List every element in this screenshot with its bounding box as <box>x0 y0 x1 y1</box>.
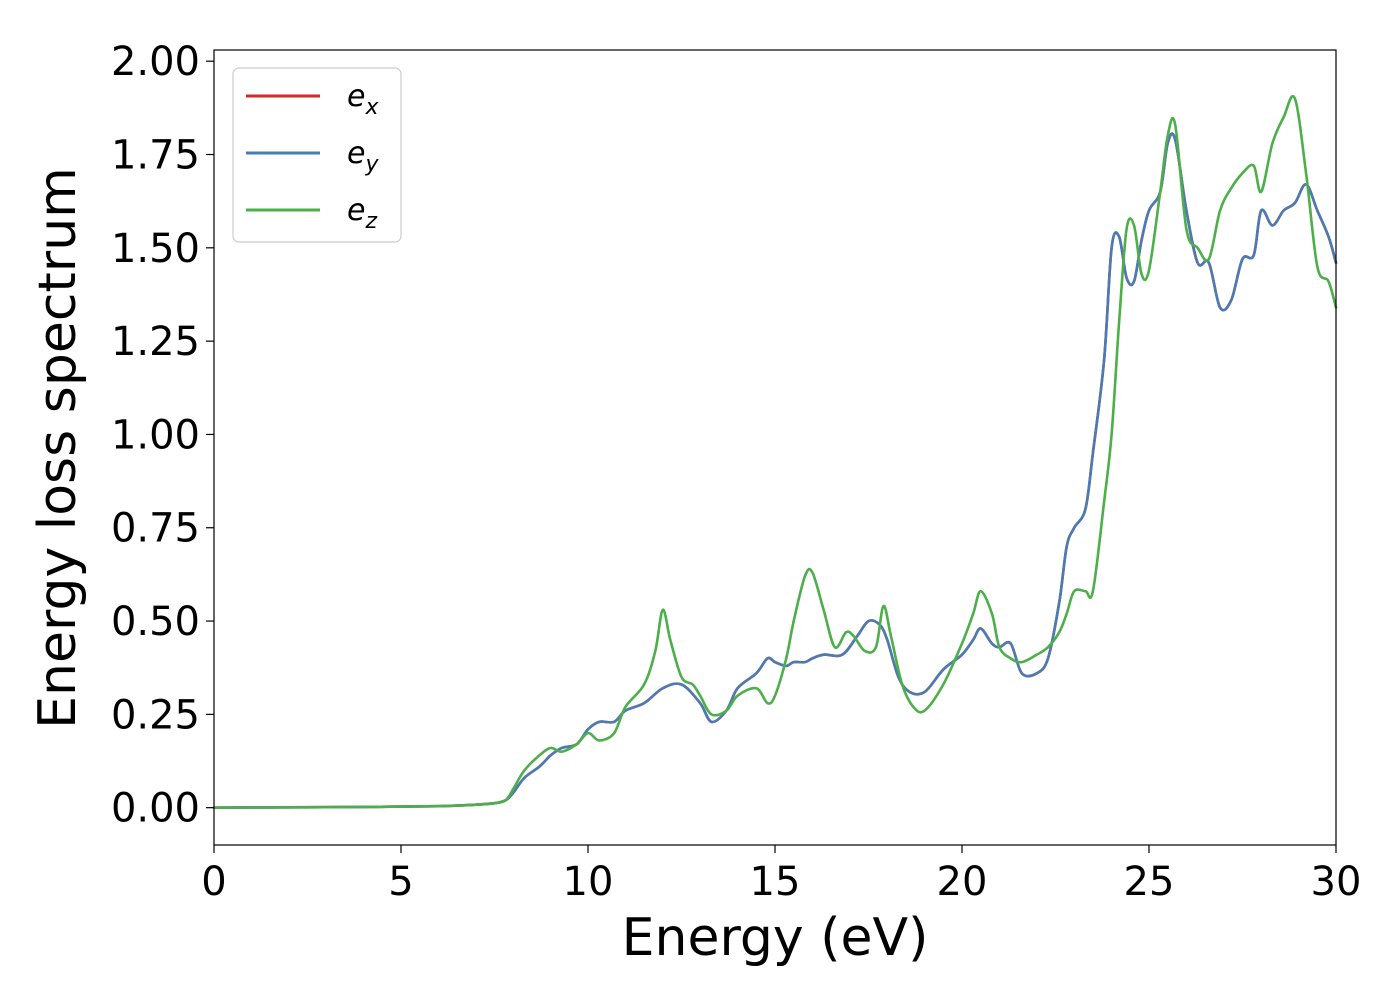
y-tick-label: 1.00 <box>111 412 200 458</box>
legend-label-subscript: x <box>364 95 379 120</box>
legend-label-e-z: ez <box>347 193 377 234</box>
y-axis: 0.00 0.25 0.50 0.75 1.00 1.25 1.50 1.75 2.00 <box>111 39 214 832</box>
x-axis: 0 5 10 15 20 25 30 <box>201 845 1361 905</box>
x-tick-label: 15 <box>750 859 801 905</box>
y-tick-label: 0.75 <box>111 506 200 552</box>
y-tick-label: 1.75 <box>111 133 200 179</box>
x-tick-label: 10 <box>563 859 614 905</box>
y-tick-label: 0.25 <box>111 692 200 738</box>
y-tick-label: 2.00 <box>111 39 200 85</box>
series-line-e-y <box>212 132 1338 809</box>
legend-label-main: e <box>347 79 365 114</box>
x-tick-label: 30 <box>1311 859 1362 905</box>
series-line-e-z <box>212 95 1338 809</box>
legend-label-e-y: ey <box>347 136 379 177</box>
y-tick-label: 1.25 <box>111 319 200 365</box>
legend-label-main: e <box>347 136 365 171</box>
legend-label-subscript: z <box>364 209 377 234</box>
y-axis-title: Energy loss spectrum <box>28 167 88 729</box>
x-tick-label: 5 <box>388 859 413 905</box>
x-tick-label: 20 <box>937 859 988 905</box>
y-tick-label: 1.50 <box>111 226 200 272</box>
legend-label-subscript: y <box>364 152 379 177</box>
x-tick-label: 0 <box>201 859 226 905</box>
legend-label-e-x: ex <box>347 79 379 120</box>
x-tick-label: 25 <box>1124 859 1175 905</box>
y-tick-label: 0.50 <box>111 599 200 645</box>
x-axis-title: Energy (eV) <box>622 908 929 968</box>
series-layer <box>212 95 1338 809</box>
legend-frame <box>232 67 402 243</box>
legend-label-main: e <box>347 193 365 228</box>
y-tick-label: 0.00 <box>111 786 200 832</box>
